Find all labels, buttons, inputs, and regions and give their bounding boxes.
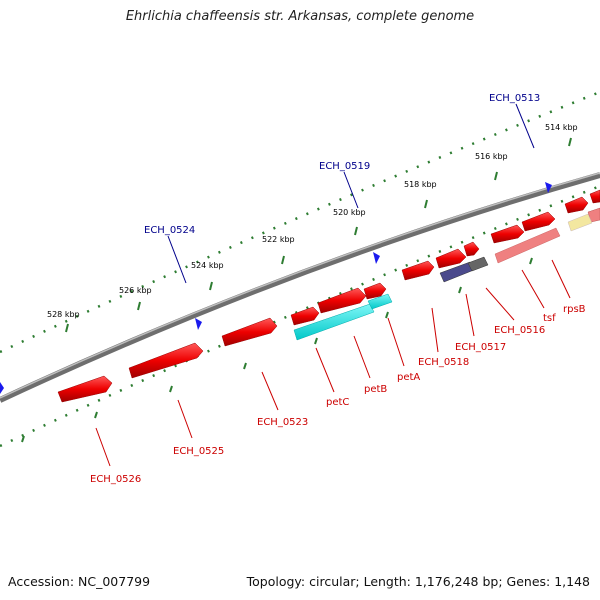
- marker-leaders: [167, 103, 535, 284]
- marker-label[interactable]: ECH_0513: [489, 93, 540, 104]
- feature-label[interactable]: ECH_0516: [494, 325, 545, 336]
- strand-markers: [0, 182, 552, 394]
- feature-label[interactable]: petC: [326, 397, 349, 408]
- gene-arrow[interactable]: [564, 196, 589, 214]
- feature-label[interactable]: ECH_0525: [173, 446, 224, 457]
- strand-marker: [373, 252, 380, 264]
- cds-block[interactable]: [293, 303, 375, 341]
- gene-arrow[interactable]: [317, 287, 367, 314]
- major-ticks-inner: [21, 257, 533, 443]
- gene-arrow[interactable]: [290, 306, 320, 326]
- gene-arrow[interactable]: [221, 317, 278, 347]
- feature-label[interactable]: tsf: [543, 313, 556, 324]
- scale-tick-label: 518 kbp: [404, 180, 437, 189]
- cds-block[interactable]: [494, 227, 561, 264]
- strand-marker: [545, 182, 552, 193]
- gene-arrow[interactable]: [463, 241, 480, 257]
- map-title: Ehrlichia chaffeensis str. Arkansas, com…: [125, 9, 475, 24]
- gene-arrow[interactable]: [435, 248, 467, 269]
- feature-label[interactable]: ECH_0526: [90, 474, 141, 485]
- scale-tick-label: 516 kbp: [475, 152, 508, 161]
- gene-arrow[interactable]: [128, 342, 204, 379]
- cds-block[interactable]: [467, 256, 489, 272]
- genome-summary-text: Topology: circular; Length: 1,176,248 bp…: [246, 574, 590, 589]
- feature-label[interactable]: petA: [397, 372, 420, 383]
- genome-backbone: [0, 172, 600, 403]
- marker-label[interactable]: ECH_0519: [319, 161, 370, 172]
- scale-tick-label: 522 kbp: [262, 235, 295, 244]
- cds-block[interactable]: [567, 213, 593, 232]
- gene-arrow[interactable]: [589, 189, 600, 204]
- marker-labels: ECH_0513 ECH_0519 ECH_0524: [144, 93, 540, 236]
- gene-row: [57, 189, 600, 403]
- gene-arrow[interactable]: [521, 211, 556, 232]
- feature-leaders: [95, 259, 571, 467]
- major-ticks: [65, 137, 572, 333]
- marker-label[interactable]: ECH_0524: [144, 225, 195, 236]
- scale-tick-labels: 514 kbp 516 kbp 518 kbp 520 kbp 522 kbp …: [47, 123, 578, 319]
- feature-label[interactable]: ECH_0523: [257, 417, 308, 428]
- gene-arrow[interactable]: [363, 282, 387, 300]
- feature-labels: ECH_0526 ECH_0525 ECH_0523 petC petB pet…: [90, 304, 586, 485]
- scale-tick-label: 524 kbp: [191, 261, 224, 270]
- scale-tick-label: 528 kbp: [47, 310, 80, 319]
- gene-arrow[interactable]: [490, 224, 525, 244]
- feature-label[interactable]: rpsB: [563, 304, 586, 315]
- scale-tick-label: 520 kbp: [333, 208, 366, 217]
- scale-tick-label: 526 kbp: [119, 286, 152, 295]
- gene-arrow[interactable]: [57, 375, 113, 403]
- strand-marker: [0, 382, 4, 394]
- gene-arrow[interactable]: [401, 260, 435, 281]
- cds-row: [293, 213, 593, 341]
- strand-marker: [195, 318, 202, 330]
- accession-text: Accession: NC_007799: [8, 574, 151, 589]
- feature-label[interactable]: ECH_0518: [418, 357, 469, 368]
- feature-label[interactable]: ECH_0517: [455, 342, 506, 353]
- feature-label[interactable]: petB: [364, 384, 387, 395]
- cds-block[interactable]: [367, 293, 393, 310]
- scale-tick-label: 514 kbp: [545, 123, 578, 132]
